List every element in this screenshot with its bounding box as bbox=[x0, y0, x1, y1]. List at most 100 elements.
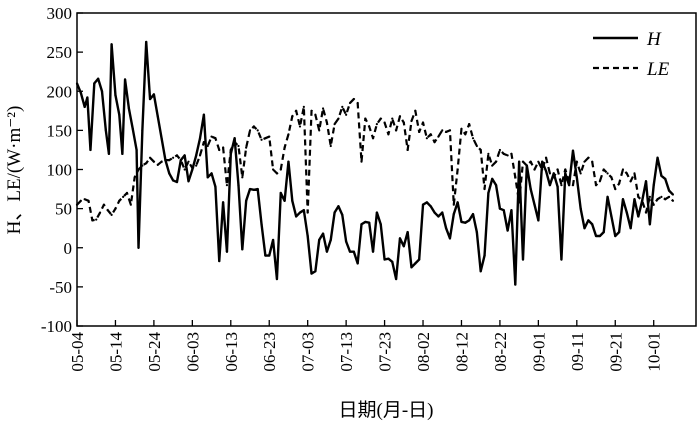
data-point-h bbox=[433, 211, 436, 214]
data-point-h bbox=[283, 199, 286, 202]
data-point-h bbox=[414, 262, 417, 265]
y-tick-label: 250 bbox=[47, 43, 73, 62]
data-point-h bbox=[97, 77, 100, 80]
data-point-h bbox=[491, 177, 494, 180]
data-point-h bbox=[529, 187, 532, 191]
data-point-le bbox=[656, 198, 659, 201]
data-point-h bbox=[202, 113, 205, 116]
data-point-le bbox=[214, 137, 217, 140]
data-point-le bbox=[402, 121, 405, 124]
data-point-le bbox=[229, 148, 232, 152]
data-point-h bbox=[568, 184, 571, 187]
data-point-h bbox=[183, 154, 186, 157]
data-point-h bbox=[245, 199, 248, 202]
data-point-h bbox=[583, 227, 586, 230]
data-point-le bbox=[575, 160, 578, 163]
data-point-h bbox=[444, 227, 448, 230]
data-point-le bbox=[295, 109, 298, 112]
data-point-le bbox=[306, 211, 309, 214]
data-point-le bbox=[448, 129, 452, 132]
data-point-h bbox=[268, 254, 271, 257]
data-point-h bbox=[271, 238, 275, 242]
data-point-le bbox=[129, 203, 132, 206]
data-point-le bbox=[345, 113, 348, 116]
data-point-le bbox=[587, 156, 590, 159]
data-point-h bbox=[206, 176, 209, 179]
data-point-h bbox=[107, 152, 111, 155]
data-point-le bbox=[425, 137, 428, 140]
data-point-h bbox=[418, 258, 421, 261]
data-point-le bbox=[491, 164, 494, 167]
data-point-le bbox=[268, 135, 271, 138]
data-point-le bbox=[164, 159, 167, 162]
data-point-le bbox=[537, 160, 540, 163]
data-point-le bbox=[556, 168, 559, 171]
data-point-le bbox=[156, 163, 159, 166]
data-point-le bbox=[271, 168, 275, 171]
data-point-le bbox=[521, 160, 525, 163]
x-tick-label: 08-02 bbox=[414, 332, 433, 372]
data-point-le bbox=[583, 160, 586, 163]
legend: H LE bbox=[593, 29, 670, 80]
data-point-h bbox=[510, 209, 513, 212]
data-point-h bbox=[233, 137, 236, 140]
data-point-h bbox=[83, 105, 86, 108]
data-point-le bbox=[237, 144, 240, 148]
data-point-le bbox=[421, 121, 425, 124]
data-point-le bbox=[233, 141, 236, 144]
data-point-le bbox=[137, 168, 140, 171]
data-point-h bbox=[468, 219, 471, 222]
data-point-le bbox=[398, 115, 402, 118]
data-point-h bbox=[402, 245, 405, 248]
data-point-le bbox=[637, 195, 640, 198]
data-point-h bbox=[218, 259, 221, 263]
data-point-le bbox=[671, 199, 675, 202]
data-point-h bbox=[341, 213, 344, 216]
data-point-le bbox=[529, 160, 532, 163]
data-point-h bbox=[298, 211, 302, 214]
data-point-le bbox=[395, 129, 398, 132]
data-point-le bbox=[287, 133, 290, 136]
data-point-le bbox=[337, 117, 340, 120]
data-point-le bbox=[387, 133, 390, 136]
data-point-h bbox=[131, 127, 134, 130]
data-point-h bbox=[391, 260, 394, 263]
data-point-le bbox=[618, 182, 621, 185]
data-point-h bbox=[187, 180, 190, 183]
data-point-le bbox=[525, 164, 528, 167]
data-point-h bbox=[318, 238, 321, 242]
data-point-le bbox=[610, 176, 613, 179]
data-point-le bbox=[283, 146, 286, 149]
data-point-h bbox=[421, 203, 425, 206]
data-point-le bbox=[602, 168, 605, 171]
data-point-le bbox=[241, 176, 244, 179]
data-point-le bbox=[510, 152, 513, 155]
data-point-h bbox=[241, 248, 244, 251]
y-tick-label: 150 bbox=[47, 121, 73, 140]
data-point-le bbox=[110, 213, 113, 216]
data-point-le bbox=[275, 172, 279, 175]
data-point-h bbox=[195, 154, 198, 157]
data-point-h bbox=[425, 201, 428, 204]
data-point-le bbox=[614, 187, 617, 191]
data-point-le bbox=[456, 168, 459, 171]
x-tick-label: 07-23 bbox=[376, 332, 395, 372]
data-point-h bbox=[214, 185, 217, 188]
data-point-le bbox=[222, 146, 225, 149]
data-point-h bbox=[135, 148, 138, 152]
data-point-le bbox=[175, 154, 179, 157]
data-point-h bbox=[175, 180, 179, 184]
data-point-h bbox=[606, 195, 609, 198]
data-point-le bbox=[133, 176, 136, 179]
data-point-h bbox=[656, 156, 659, 159]
data-point-h bbox=[560, 258, 563, 261]
data-point-le bbox=[225, 184, 229, 187]
data-point-le bbox=[298, 125, 302, 128]
data-point-h bbox=[225, 250, 229, 253]
data-point-le bbox=[452, 203, 455, 206]
data-point-h bbox=[275, 277, 279, 281]
data-point-h bbox=[556, 185, 559, 188]
data-point-le bbox=[494, 160, 498, 163]
data-point-h bbox=[502, 209, 505, 212]
